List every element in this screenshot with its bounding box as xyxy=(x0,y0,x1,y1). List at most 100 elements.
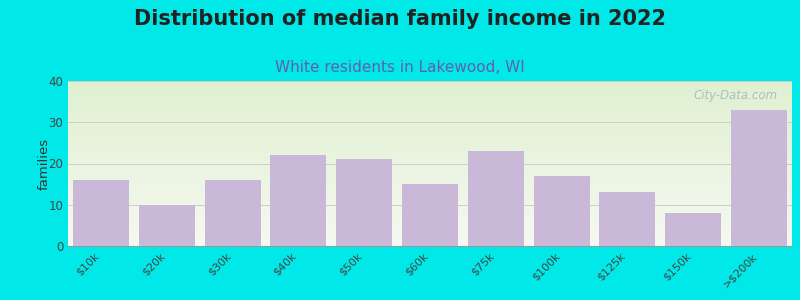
Bar xyxy=(68,210,792,211)
Bar xyxy=(68,236,792,237)
Bar xyxy=(68,229,792,230)
Bar xyxy=(68,219,792,220)
Bar xyxy=(68,208,792,209)
Bar xyxy=(68,238,792,239)
Bar xyxy=(68,180,792,181)
Bar xyxy=(68,189,792,190)
Bar xyxy=(73,180,129,246)
Bar xyxy=(68,174,792,175)
Bar xyxy=(68,190,792,191)
Bar xyxy=(68,146,792,147)
Bar xyxy=(68,176,792,177)
Bar xyxy=(68,173,792,174)
Bar xyxy=(68,175,792,176)
Bar xyxy=(68,88,792,89)
Bar xyxy=(68,222,792,223)
Bar xyxy=(68,138,792,139)
Bar xyxy=(68,245,792,246)
Bar xyxy=(68,217,792,218)
Bar xyxy=(68,130,792,131)
Bar xyxy=(68,133,792,134)
Bar xyxy=(68,139,792,140)
Bar xyxy=(68,171,792,172)
Bar xyxy=(68,155,792,156)
Text: White residents in Lakewood, WI: White residents in Lakewood, WI xyxy=(275,60,525,75)
Bar xyxy=(68,144,792,145)
Bar xyxy=(68,114,792,115)
Text: City-Data.com: City-Data.com xyxy=(694,89,778,102)
Bar xyxy=(68,107,792,108)
Bar xyxy=(68,170,792,171)
Bar xyxy=(68,243,792,244)
Bar xyxy=(68,182,792,183)
Bar xyxy=(68,185,792,186)
Bar xyxy=(68,92,792,93)
Bar xyxy=(68,120,792,121)
Bar xyxy=(68,111,792,112)
Bar xyxy=(68,96,792,97)
Bar xyxy=(68,84,792,85)
Bar xyxy=(68,186,792,187)
Bar xyxy=(68,100,792,101)
Bar xyxy=(68,147,792,148)
Bar xyxy=(68,228,792,229)
Bar xyxy=(68,224,792,225)
Bar xyxy=(68,119,792,120)
Bar xyxy=(68,104,792,105)
Bar xyxy=(468,151,524,246)
Bar xyxy=(68,166,792,167)
Bar xyxy=(68,215,792,216)
Bar xyxy=(68,164,792,165)
Bar xyxy=(68,223,792,224)
Bar xyxy=(68,195,792,196)
Y-axis label: families: families xyxy=(38,137,50,190)
Bar xyxy=(68,227,792,228)
Bar xyxy=(599,192,655,246)
Bar xyxy=(68,201,792,202)
Bar xyxy=(68,221,792,222)
Bar xyxy=(68,149,792,150)
Bar xyxy=(534,176,590,246)
Bar xyxy=(68,213,792,214)
Bar xyxy=(68,241,792,242)
Bar xyxy=(68,154,792,155)
Bar xyxy=(68,203,792,204)
Bar xyxy=(68,184,792,185)
Bar xyxy=(68,127,792,128)
Bar xyxy=(68,128,792,129)
Bar xyxy=(68,179,792,180)
Bar xyxy=(68,165,792,166)
Bar xyxy=(68,187,792,188)
Bar xyxy=(68,110,792,111)
Bar xyxy=(68,93,792,94)
Bar xyxy=(68,231,792,232)
Bar xyxy=(68,194,792,195)
Bar xyxy=(68,191,792,192)
Bar xyxy=(68,98,792,99)
Bar xyxy=(68,121,792,122)
Bar xyxy=(68,193,792,194)
Bar xyxy=(68,181,792,182)
Bar xyxy=(68,136,792,137)
Bar xyxy=(68,140,792,141)
Bar xyxy=(68,234,792,235)
Bar xyxy=(68,106,792,107)
Bar xyxy=(138,205,194,246)
Bar xyxy=(68,235,792,236)
Bar xyxy=(68,116,792,117)
Bar xyxy=(68,214,792,215)
Bar xyxy=(68,197,792,198)
Bar xyxy=(68,125,792,126)
Bar xyxy=(68,151,792,152)
Bar xyxy=(68,145,792,146)
Bar xyxy=(68,168,792,169)
Bar xyxy=(68,102,792,103)
Bar xyxy=(68,85,792,86)
Bar xyxy=(68,160,792,161)
Bar xyxy=(68,91,792,92)
Bar xyxy=(68,198,792,199)
Bar xyxy=(68,158,792,159)
Text: Distribution of median family income in 2022: Distribution of median family income in … xyxy=(134,9,666,29)
Bar xyxy=(68,177,792,178)
Bar xyxy=(68,207,792,208)
